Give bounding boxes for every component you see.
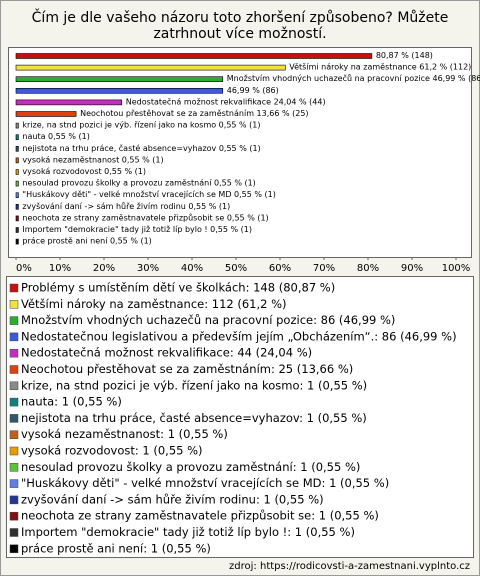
legend-swatch (9, 495, 19, 505)
bar-label: Nedostatečná možnost rekvalifikace 24,04… (126, 96, 326, 106)
x-tick-label: 70% (313, 263, 335, 274)
legend-label: Problémy s umístěním dětí ve školkách: 1… (21, 281, 335, 295)
bar (15, 215, 19, 222)
bar-label: krize, na stnd pozici je výb. řízení jak… (22, 121, 260, 130)
legend (6, 276, 474, 558)
legend-swatch (9, 283, 19, 293)
legend-swatch (9, 511, 19, 521)
bar-label: Importem "demokracie" tady již totiž líp… (22, 225, 252, 234)
legend-label: krize, na stnd pozici je výb. řízení jak… (21, 378, 367, 392)
bar-label: Většími nároky na zaměstnance 61,2 % (11… (289, 62, 471, 72)
bar (15, 53, 373, 59)
legend-swatch (9, 381, 19, 391)
bar-label: Neochotou přestěhovat se za zaměstnáním … (80, 109, 308, 118)
bar (15, 157, 19, 164)
legend-swatch (9, 365, 19, 374)
legend-label: Nedostatečnou legislativou a především j… (21, 329, 457, 343)
bar-label: Množstvím vhodných uchazečů na pracovní … (227, 73, 480, 83)
bar (15, 64, 286, 71)
bar (15, 192, 19, 198)
legend-label: "Huskákovy děti" - velké množství vracej… (21, 476, 389, 490)
chart-title: Čím je dle vašeho názoru toto zhoršení z… (32, 8, 449, 42)
legend-label: nesoulad provozu školky a provozu zaměst… (21, 460, 360, 474)
bar (15, 122, 19, 129)
bar (15, 204, 19, 210)
x-tick-label: 0% (16, 263, 32, 274)
legend-label: vysoká nezaměstnanost: 1 (0,55 %) (21, 427, 228, 441)
legend-label: Importem "demokracie" tady již totiž líp… (21, 525, 355, 539)
bar (15, 146, 19, 152)
legend-label: neochota ze strany zaměstnavatele přizpů… (21, 509, 379, 523)
bar (15, 76, 224, 82)
legend-label: nauta: 1 (0,55 %) (21, 395, 122, 409)
legend-label: Nedostatečná možnost rekvalifikace: 44 (… (21, 346, 312, 360)
legend-swatch (9, 430, 19, 439)
x-tick-label: 10% (49, 263, 71, 274)
bar-label: práce prostě ani není 0,55 % (1) (22, 237, 151, 246)
bar-label: neochota ze strany zaměstnavatele přizpů… (22, 212, 268, 222)
bar-label: "Huskákovy děti" - velké množství vracej… (22, 189, 275, 199)
x-tick-label: 50% (225, 263, 247, 274)
bar-label: 46,99 % (86) (227, 86, 279, 95)
x-tick-label: 100% (442, 263, 471, 274)
bar-label: nesoulad provozu školky a provozu zaměst… (22, 178, 255, 188)
legend-label: Množstvím vhodných uchazečů na pracovní … (21, 313, 395, 327)
legend-label: vysoká rozvodovost: 1 (0,55 %) (21, 444, 203, 458)
legend-swatch (9, 300, 19, 309)
legend-label: Neochotou přestěhovat se za zaměstnáním:… (21, 362, 353, 376)
x-tick-label: 30% (137, 263, 159, 274)
x-tick-label: 20% (93, 263, 115, 274)
bar (15, 169, 19, 175)
legend-label: Většími nároky na zaměstnance: 112 (61,2… (21, 297, 287, 311)
x-tick-label: 60% (269, 263, 291, 274)
bar (15, 180, 19, 187)
legend-label: zvyšování daní -> sám hůře živím rodinu:… (21, 492, 324, 506)
bar (15, 88, 224, 94)
x-tick-label: 90% (401, 263, 423, 274)
legend-label: práce prostě ani není: 1 (0,55 %) (21, 541, 211, 555)
x-tick-label: 80% (357, 263, 379, 274)
bar-label: vysoká rozvodovost 0,55 % (1) (22, 167, 146, 176)
bar-label: nejistota na trhu práce, časté absence=v… (22, 143, 260, 153)
bar-label: zvyšování daní -> sám hůře živím rodinu … (22, 201, 230, 211)
bar (15, 134, 19, 140)
legend-swatch (9, 348, 19, 358)
bar (15, 227, 19, 233)
bar (15, 99, 123, 106)
legend-swatch (9, 544, 19, 554)
legend-swatch (9, 463, 19, 472)
legend-swatch (9, 479, 19, 488)
bar-label: vysoká nezaměstnanost 0,55 % (1) (22, 155, 163, 164)
legend-label: nejistota na trhu práce, časté absence=v… (21, 411, 367, 425)
legend-swatch (9, 414, 19, 423)
legend-swatch (9, 332, 19, 342)
legend-swatch (9, 397, 19, 407)
plot-area (8, 47, 472, 258)
bar-label: 80,87 % (148) (376, 51, 433, 60)
legend-swatch (9, 446, 19, 456)
legend-swatch (9, 316, 19, 325)
bar (15, 111, 77, 117)
source: zdroj: https://rodicovsti-a-zamestnani.v… (229, 561, 470, 572)
bar-label: nauta 0,55 % (1) (22, 132, 89, 141)
legend-swatch (9, 528, 19, 537)
bar (15, 238, 19, 245)
x-tick-label: 40% (181, 263, 203, 274)
